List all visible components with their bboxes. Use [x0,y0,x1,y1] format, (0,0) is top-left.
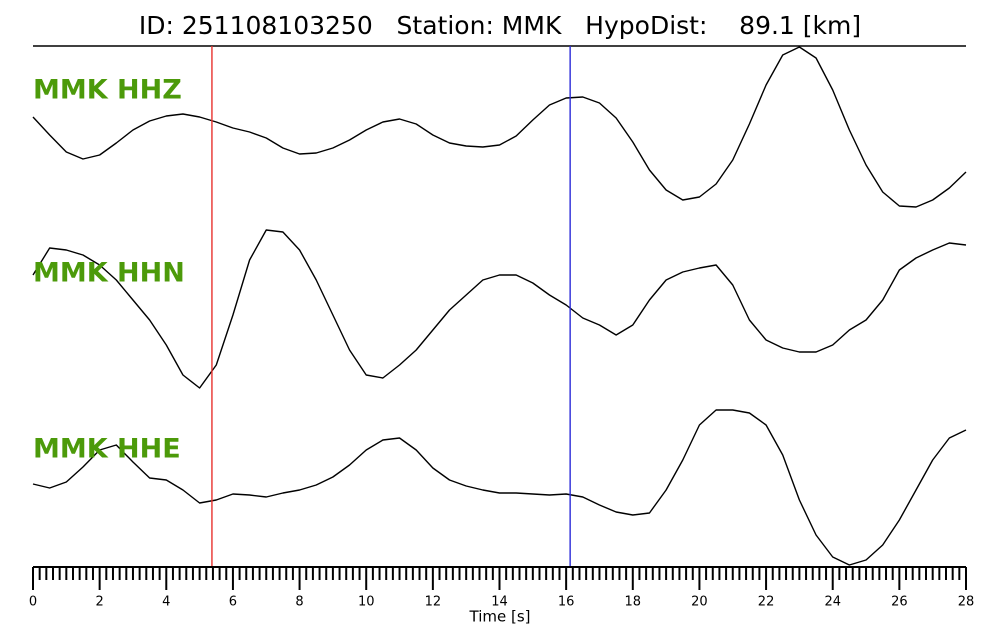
x-tick-label: 6 [229,595,237,610]
x-tick-label: 18 [625,595,642,610]
x-tick-label: 4 [162,595,170,610]
chart-title: ID: 251108103250 Station: MMK HypoDist: … [139,11,861,40]
x-tick-label: 26 [891,595,908,610]
x-axis-label: Time [s] [469,608,531,626]
trace-label: MMK HHE [33,434,181,465]
trace [32,46,967,208]
x-tick-label: 14 [491,595,508,610]
x-tick-label: 8 [295,595,303,610]
trace [32,409,967,566]
x-tick-label: 16 [558,595,575,610]
x-tick-label: 12 [425,595,442,610]
x-tick-label: 2 [96,595,104,610]
x-tick-label: 0 [29,595,37,610]
x-tick-label: 28 [958,595,975,610]
trace-label: MMK HHZ [33,75,182,106]
x-tick-label: 24 [824,595,841,610]
x-tick-label: 10 [358,595,375,610]
x-tick-label: 20 [691,595,708,610]
x-tick-label: 22 [758,595,775,610]
trace-label: MMK HHN [33,258,185,289]
trace [32,229,967,389]
